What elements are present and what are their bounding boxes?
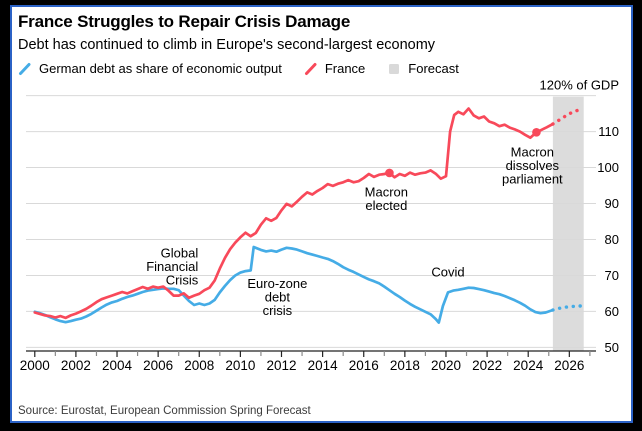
chart-panel: 50 60 70 80 90 100 110 120% of GDP 2000 2002 2004 2… — [10, 5, 633, 423]
y-axis-label: 100 — [597, 160, 619, 175]
chart-subtitle: Debt has continued to climb in Europe's … — [18, 37, 436, 53]
forecast-band — [552, 96, 584, 351]
chart-header: France Struggles to Repair Crisis Damage… — [18, 11, 618, 76]
germany-line-swatch-icon — [19, 62, 31, 75]
x-axis-label: 2000 — [20, 358, 50, 373]
x-axis-label: 2026 — [554, 358, 584, 373]
legend-label-germany: German debt as share of economic output — [39, 61, 282, 76]
y-axis-label: 90 — [605, 196, 619, 211]
annotation: Global Financial Crisis — [146, 245, 199, 287]
france-forecast-line — [551, 106, 585, 126]
annotation: Macron elected — [365, 185, 408, 214]
y-axis-unit-label: 120% of GDP — [540, 78, 620, 93]
x-axis-label: 2018 — [390, 358, 420, 373]
y-axis-label: 110 — [598, 124, 619, 139]
forecast-swatch-icon — [389, 63, 400, 74]
x-axis-label: 2008 — [184, 358, 214, 373]
legend-item-france: France — [304, 61, 365, 76]
x-axis-label: 2020 — [431, 358, 461, 373]
legend-label-forecast: Forecast — [408, 61, 459, 76]
debt-chart: 50 60 70 80 90 100 110 120% of GDP 2000 2002 2004 2… — [20, 78, 620, 373]
event-marker — [385, 168, 394, 178]
y-axis-label: 50 — [605, 340, 619, 355]
germany-line — [33, 245, 555, 324]
y-axis-label: 70 — [605, 268, 619, 283]
x-axis-label: 2006 — [143, 358, 173, 373]
event-marker — [532, 127, 541, 137]
y-axis-label: 80 — [605, 232, 619, 247]
annotation: Macron dissolves parliament — [502, 145, 563, 187]
x-axis-label: 2022 — [472, 358, 502, 373]
source-note: Source: Eurostat, European Commission Sp… — [18, 405, 311, 417]
annotation: Covid — [431, 264, 464, 279]
page-title: France Struggles to Repair Crisis Damage — [18, 12, 351, 31]
x-axis-label: 2010 — [225, 358, 255, 373]
x-axis-label: 2014 — [308, 358, 339, 373]
y-axis-label: 60 — [605, 304, 619, 319]
legend-item-forecast: Forecast — [387, 61, 459, 76]
x-axis-label: 2012 — [266, 358, 296, 373]
x-axis-label: 2004 — [102, 358, 133, 373]
france-line-swatch-icon — [304, 62, 317, 75]
x-axis-label: 2016 — [349, 358, 379, 373]
legend-label-france: France — [324, 61, 366, 76]
x-axis-label: 2002 — [61, 358, 91, 373]
chart-legend: German debt as share of economic output … — [18, 61, 618, 76]
france-line — [33, 107, 555, 320]
annotation: Euro-zone debt crisis — [247, 276, 307, 318]
legend-item-germany: German debt as share of economic output — [18, 61, 282, 76]
germany-forecast-line — [551, 304, 585, 312]
x-axis-label: 2024 — [513, 358, 544, 373]
